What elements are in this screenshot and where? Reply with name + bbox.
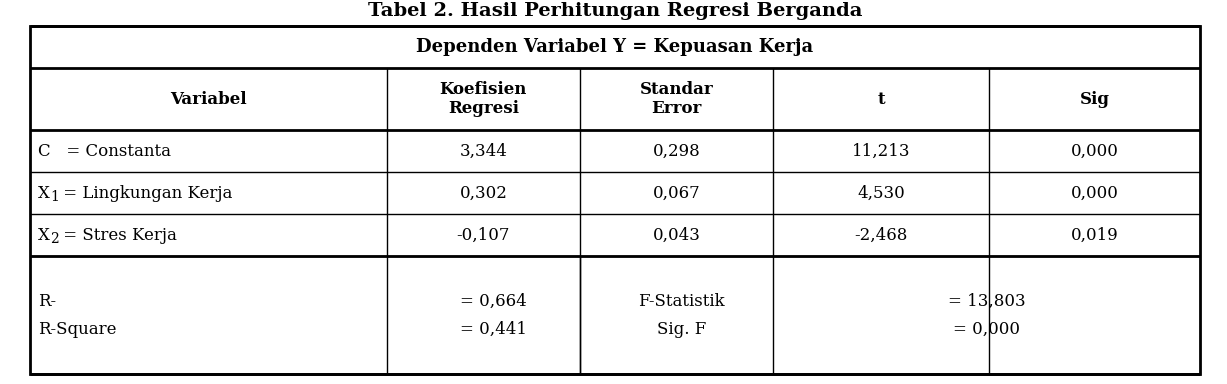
Text: Sig. F: Sig. F [656,321,706,338]
Text: C   = Constanta: C = Constanta [38,142,171,159]
Text: 0,000: 0,000 [1071,142,1119,159]
Text: Dependen Variabel Y = Kepuasan Kerja: Dependen Variabel Y = Kepuasan Kerja [416,38,814,56]
Text: = 0,441: = 0,441 [460,321,526,338]
Text: t: t [877,91,885,108]
Text: X: X [38,184,50,202]
Text: Sig: Sig [1080,91,1109,108]
Text: = 0,664: = 0,664 [460,293,526,310]
Text: Standar
Error: Standar Error [639,81,713,117]
Text: X: X [38,227,50,243]
Text: 2: 2 [50,232,59,246]
Text: 3,344: 3,344 [459,142,507,159]
Text: R-: R- [38,293,56,310]
Text: Variabel: Variabel [171,91,247,108]
Text: Koefisien
Regresi: Koefisien Regresi [439,81,528,117]
Text: R-Square: R-Square [38,321,117,338]
Text: 0,302: 0,302 [459,184,507,202]
Text: 0,000: 0,000 [1071,184,1119,202]
Text: 0,043: 0,043 [653,227,701,243]
Text: F-Statistik: F-Statistik [638,293,725,310]
Text: = Lingkungan Kerja: = Lingkungan Kerja [58,184,232,202]
Text: -0,107: -0,107 [456,227,510,243]
Text: = Stres Kerja: = Stres Kerja [58,227,177,243]
Text: 0,067: 0,067 [653,184,701,202]
Text: 4,530: 4,530 [858,184,906,202]
Text: 0,298: 0,298 [653,142,701,159]
Text: 0,019: 0,019 [1071,227,1119,243]
Text: Tabel 2. Hasil Perhitungan Regresi Berganda: Tabel 2. Hasil Perhitungan Regresi Berga… [368,2,863,20]
Text: 1: 1 [50,190,59,204]
Text: -2,468: -2,468 [854,227,908,243]
Text: = 13,803: = 13,803 [947,293,1026,310]
Text: 11,213: 11,213 [852,142,910,159]
Text: = 0,000: = 0,000 [953,321,1020,338]
